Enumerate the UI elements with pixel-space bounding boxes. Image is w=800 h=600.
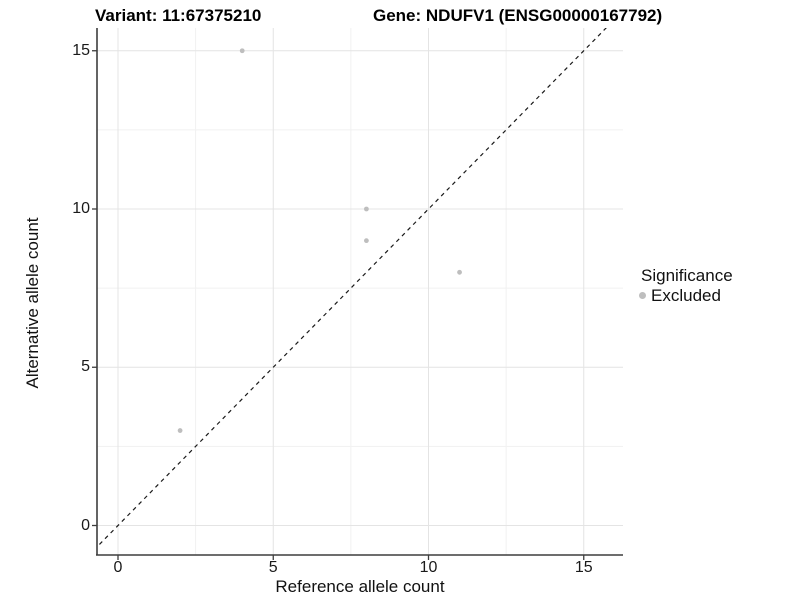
y-tick-label: 0 xyxy=(81,516,90,534)
x-tick-label: 15 xyxy=(574,559,593,576)
data-point xyxy=(364,238,369,244)
legend-item-label: Excluded xyxy=(651,286,721,305)
x-tick-label: 5 xyxy=(268,559,278,576)
data-point xyxy=(239,48,245,54)
data-point xyxy=(457,269,462,275)
data-point xyxy=(177,428,183,433)
x-tick-label: 10 xyxy=(419,559,438,576)
plot-title-gene: Gene: NDUFV1 (ENSG00000167792) xyxy=(373,6,663,25)
identity-line xyxy=(97,28,607,548)
legend: Significance Excluded xyxy=(637,266,733,305)
legend-point-swatch xyxy=(639,292,646,299)
y-tick-label: 5 xyxy=(81,358,90,376)
x-axis-title: Reference allele count xyxy=(275,577,445,596)
plot-title-variant: Variant: 11:67375210 xyxy=(95,6,262,25)
data-point xyxy=(364,206,369,212)
legend-title: Significance xyxy=(641,266,733,285)
legend-item-excluded: Excluded xyxy=(637,286,733,305)
y-axis-title: Alternative allele count xyxy=(23,217,42,389)
y-tick-label: 10 xyxy=(72,200,90,217)
x-tick-label: 0 xyxy=(113,559,123,576)
y-tick-label: 15 xyxy=(72,41,90,59)
